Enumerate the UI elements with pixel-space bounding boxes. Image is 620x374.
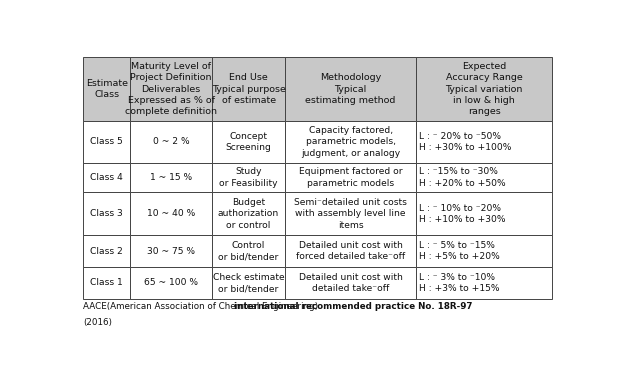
Text: L : ⁻ 3% to ⁻10%
H : +3% to +15%: L : ⁻ 3% to ⁻10% H : +3% to +15% (419, 273, 500, 293)
Text: Concept
Screening: Concept Screening (226, 132, 272, 152)
Text: Estimate
Class: Estimate Class (86, 79, 128, 99)
Bar (285, 235, 416, 267)
Text: Capacity factored,
parametric models,
judgment, or analogy: Capacity factored, parametric models, ju… (301, 126, 400, 158)
Text: 30 ~ 75 %: 30 ~ 75 % (147, 246, 195, 255)
Bar (212, 57, 285, 121)
Bar (83, 121, 130, 163)
Text: Expected
Accuracy Range
Typical variation
in low & high
ranges: Expected Accuracy Range Typical variatio… (446, 62, 523, 116)
Bar (83, 235, 130, 267)
Bar (416, 235, 552, 267)
Bar (130, 57, 212, 121)
Bar (83, 192, 130, 235)
Text: Class 2: Class 2 (91, 246, 123, 255)
Bar (416, 57, 552, 121)
Text: L : ⁻15% to ⁻30%
H : +20% to +50%: L : ⁻15% to ⁻30% H : +20% to +50% (419, 167, 506, 188)
Text: Control
or bid/tender: Control or bid/tender (218, 241, 279, 261)
Text: Maturity Level of
Project Definition
Deliverables
Expressed as % of
complete def: Maturity Level of Project Definition Del… (125, 62, 217, 116)
Text: 1 ~ 15 %: 1 ~ 15 % (150, 173, 192, 182)
Bar (212, 121, 285, 163)
Text: Detailed unit cost with
forced detailed take⁻off: Detailed unit cost with forced detailed … (296, 241, 405, 261)
Text: Budget
authorization
or control: Budget authorization or control (218, 198, 279, 230)
Bar (416, 121, 552, 163)
Text: 65 ~ 100 %: 65 ~ 100 % (144, 279, 198, 288)
Bar (130, 192, 212, 235)
Text: Class 5: Class 5 (91, 137, 123, 146)
Text: Check estimate
or bid/tender: Check estimate or bid/tender (213, 273, 285, 293)
Bar (285, 267, 416, 299)
Text: Detailed unit cost with
detailed take⁻off: Detailed unit cost with detailed take⁻of… (299, 273, 402, 293)
Bar (130, 121, 212, 163)
Text: 10 ~ 40 %: 10 ~ 40 % (147, 209, 195, 218)
Text: L : ⁻ 10% to ⁻20%
H : +10% to +30%: L : ⁻ 10% to ⁻20% H : +10% to +30% (419, 203, 506, 224)
Text: Class 1: Class 1 (91, 279, 123, 288)
Bar (285, 192, 416, 235)
Text: End Use
Typical purpose
of estimate: End Use Typical purpose of estimate (211, 73, 286, 105)
Text: AACE(American Association of Chemical Engineering): AACE(American Association of Chemical En… (83, 302, 321, 311)
Text: Methodology
Typical
estimating method: Methodology Typical estimating method (306, 73, 396, 105)
Text: 0 ~ 2 %: 0 ~ 2 % (153, 137, 190, 146)
Text: Semi⁻detailed unit costs
with assembly level line
items: Semi⁻detailed unit costs with assembly l… (294, 198, 407, 230)
Bar (212, 192, 285, 235)
Bar (83, 163, 130, 192)
Bar (416, 163, 552, 192)
Bar (212, 267, 285, 299)
Bar (83, 57, 130, 121)
Text: Class 4: Class 4 (91, 173, 123, 182)
Bar (416, 267, 552, 299)
Text: international recommended practice No. 18R-97: international recommended practice No. 1… (234, 302, 472, 311)
Bar (83, 267, 130, 299)
Bar (416, 192, 552, 235)
Bar (130, 267, 212, 299)
Text: Class 3: Class 3 (91, 209, 123, 218)
Text: (2016): (2016) (83, 318, 112, 327)
Text: L : ⁻ 5% to ⁻15%
H : +5% to +20%: L : ⁻ 5% to ⁻15% H : +5% to +20% (419, 241, 500, 261)
Text: L : ⁻ 20% to ⁻50%
H : +30% to +100%: L : ⁻ 20% to ⁻50% H : +30% to +100% (419, 132, 511, 152)
Text: Study
or Feasibility: Study or Feasibility (219, 167, 278, 188)
Bar (212, 163, 285, 192)
Bar (285, 163, 416, 192)
Bar (130, 235, 212, 267)
Bar (285, 121, 416, 163)
Text: Equipment factored or
parametric models: Equipment factored or parametric models (299, 167, 402, 188)
Bar (285, 57, 416, 121)
Bar (130, 163, 212, 192)
Bar (212, 235, 285, 267)
